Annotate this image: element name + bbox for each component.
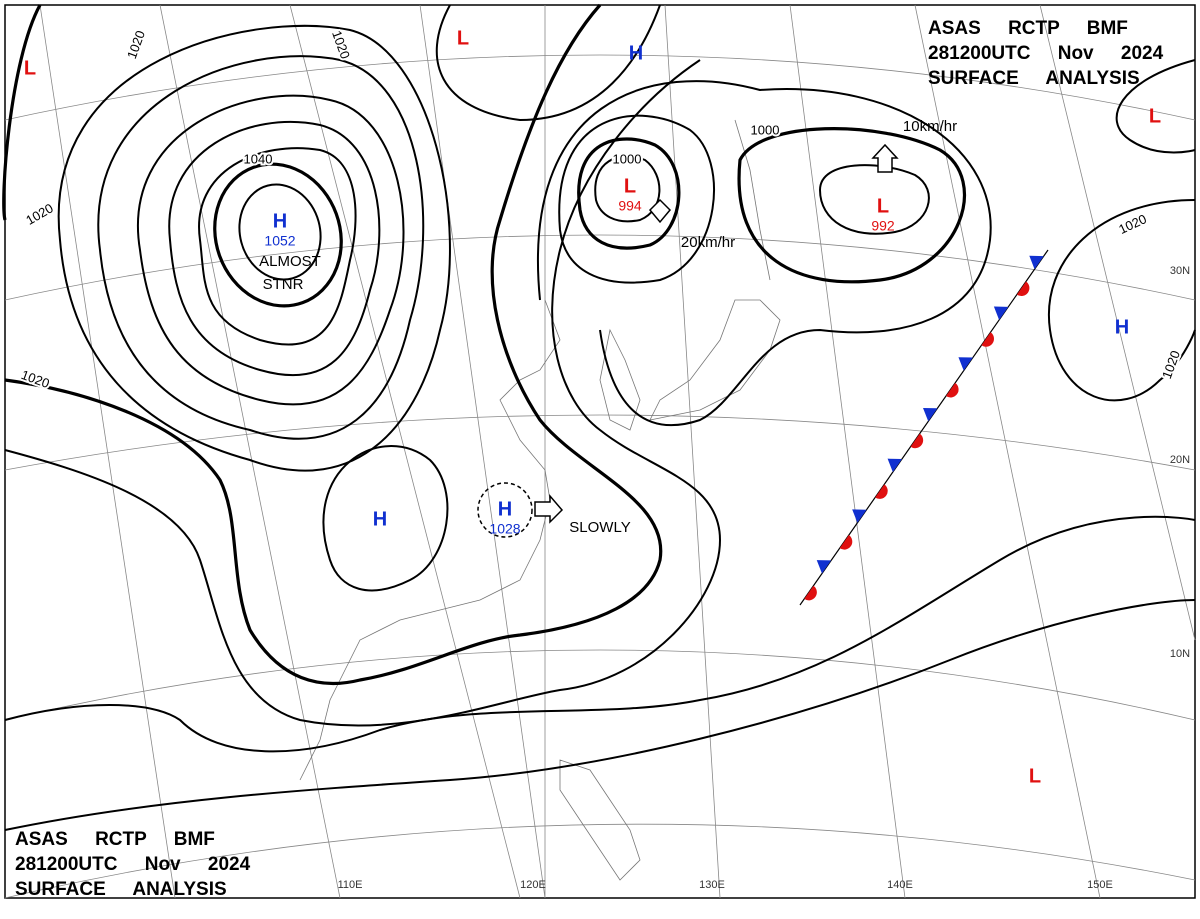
annotation: STNR bbox=[263, 276, 304, 293]
graticule bbox=[4, 4, 1196, 899]
warm-front-symbol bbox=[910, 433, 924, 449]
cold-front-symbol bbox=[1029, 255, 1044, 270]
cold-front-symbol bbox=[887, 458, 903, 473]
annotation: 10km/hr bbox=[903, 118, 957, 135]
warm-front-symbol bbox=[1016, 281, 1030, 297]
isobars bbox=[2, 3, 1196, 831]
center-pressure: 992 bbox=[871, 218, 895, 234]
isobar-label: 1000 bbox=[751, 122, 780, 137]
isobar-label: 1040 bbox=[244, 151, 273, 166]
footer-line: 281200UTC Nov 2024 bbox=[15, 854, 251, 875]
warm-front-symbol bbox=[839, 535, 853, 550]
center-symbol: H bbox=[1115, 316, 1129, 338]
header: ASAS RCTP BMF 281200UTC Nov 2024 SURFACE… bbox=[928, 18, 1164, 89]
warm-front-symbol bbox=[804, 585, 817, 601]
annotation: ALMOST bbox=[259, 253, 321, 270]
center-symbol: H bbox=[498, 498, 512, 520]
header-line: SURFACE ANALYSIS bbox=[928, 68, 1140, 89]
center-symbol: L bbox=[24, 57, 36, 79]
latitude-label: 20N bbox=[1170, 454, 1190, 466]
latitude-label: 10N bbox=[1170, 648, 1190, 660]
latitude-label: 30N bbox=[1170, 265, 1190, 277]
cold-front-symbol bbox=[993, 306, 1009, 320]
map-frame bbox=[4, 4, 1196, 899]
cold-front-symbol bbox=[923, 407, 938, 422]
motion-arrows bbox=[477, 143, 899, 538]
longitude-label: 140E bbox=[887, 879, 913, 891]
header-line: ASAS RCTP BMF bbox=[928, 18, 1128, 39]
center-symbol: L bbox=[877, 195, 889, 217]
center-symbol: H bbox=[629, 42, 643, 64]
longitude-label: 120E bbox=[520, 879, 546, 891]
front bbox=[799, 249, 1049, 606]
center-symbol: L bbox=[457, 27, 469, 49]
cold-front-symbol bbox=[958, 357, 973, 371]
header-line: 281200UTC Nov 2024 bbox=[928, 43, 1164, 64]
annotation: SLOWLY bbox=[569, 519, 630, 536]
warm-front-symbol bbox=[875, 484, 888, 499]
center-symbol: L bbox=[1149, 105, 1161, 127]
cold-front-symbol bbox=[816, 560, 832, 574]
center-pressure: 1052 bbox=[264, 233, 295, 249]
longitude-label: 130E bbox=[699, 879, 725, 891]
footer-line: SURFACE ANALYSIS bbox=[15, 879, 227, 900]
center-pressure: 1028 bbox=[489, 521, 520, 537]
warm-front-symbol bbox=[945, 382, 959, 398]
footer: ASAS RCTP BMF 281200UTC Nov 2024 SURFACE… bbox=[15, 829, 251, 900]
center-symbol: L bbox=[1029, 765, 1041, 787]
longitude-label: 110E bbox=[338, 879, 363, 891]
longitude-label: 150E bbox=[1087, 879, 1113, 891]
annotation: 20km/hr bbox=[681, 234, 735, 251]
center-pressure: 994 bbox=[618, 198, 642, 214]
warm-front-symbol bbox=[981, 332, 994, 347]
center-symbol: L bbox=[624, 175, 636, 197]
center-symbol: H bbox=[273, 210, 287, 232]
center-symbol: H bbox=[373, 508, 387, 530]
cold-front-symbol bbox=[852, 509, 867, 523]
isobar-label: 1000 bbox=[613, 151, 642, 166]
footer-line: ASAS RCTP BMF bbox=[15, 829, 215, 850]
